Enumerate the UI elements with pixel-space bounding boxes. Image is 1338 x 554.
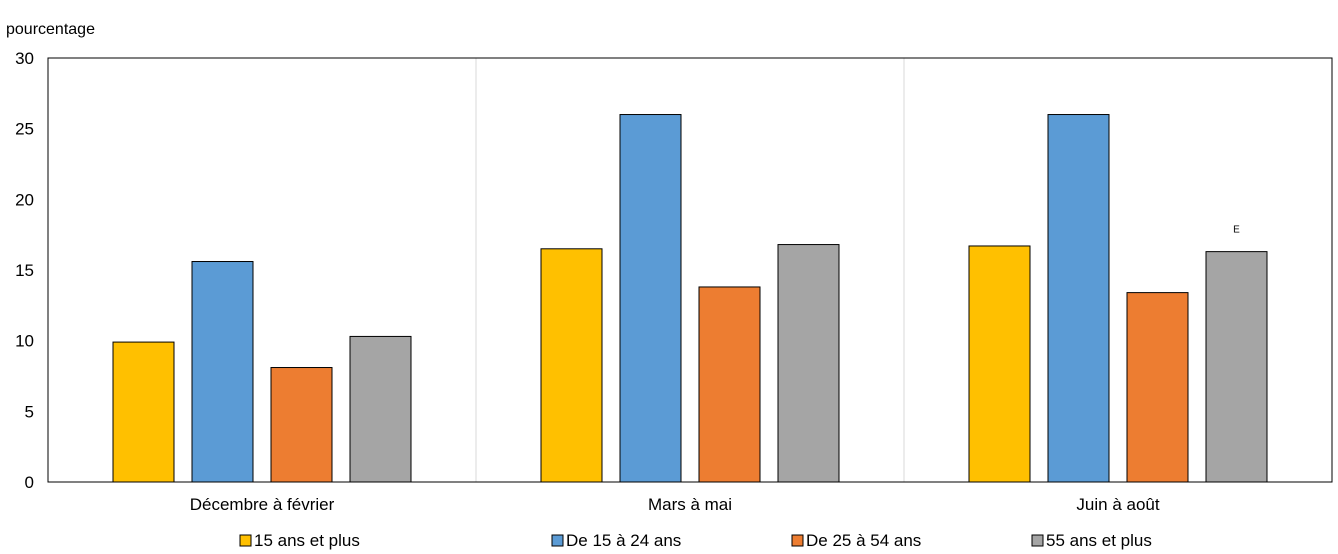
legend-swatch <box>791 534 804 547</box>
bar <box>1126 292 1189 483</box>
y-axis-label: pourcentage <box>6 21 95 38</box>
bar <box>619 114 682 483</box>
legend-swatch <box>1031 534 1044 547</box>
bar <box>191 261 254 483</box>
y-tick-label: 20 <box>15 190 34 209</box>
legend-label: De 25 à 54 ans <box>806 531 921 550</box>
legend-label: 15 ans et plus <box>254 531 360 550</box>
y-tick-label: 5 <box>25 402 34 421</box>
x-tick-label: Décembre à février <box>190 495 335 514</box>
legend-swatch <box>551 534 564 547</box>
bar <box>270 367 333 483</box>
x-tick-label: Juin à août <box>1076 495 1159 514</box>
y-tick-label: 15 <box>15 261 34 280</box>
bars <box>112 114 1268 483</box>
bar <box>349 335 412 483</box>
bar <box>968 245 1031 483</box>
y-tick-label: 30 <box>15 49 34 68</box>
legend: 15 ans et plus De 15 à 24 ans De 25 à 54 a… <box>239 531 1152 550</box>
bar <box>777 244 840 483</box>
bar <box>698 286 761 483</box>
x-tick-label: Mars à mai <box>648 495 732 514</box>
y-tick-label: 25 <box>15 120 34 139</box>
bar-annotation: E <box>1233 225 1240 236</box>
gridlines <box>475 58 905 482</box>
bar <box>540 248 603 483</box>
legend-label: De 15 à 24 ans <box>566 531 681 550</box>
bar <box>1205 251 1268 483</box>
y-axis: 0 5 10 15 20 25 30 <box>15 49 34 492</box>
x-axis: Décembre à février Mars à mai Juin à août <box>190 495 1160 514</box>
bar <box>112 341 175 483</box>
legend-swatch <box>239 534 252 547</box>
y-tick-label: 0 <box>25 473 34 492</box>
y-tick-label: 10 <box>15 332 34 351</box>
plot-frame <box>47 57 1333 483</box>
annotations: E <box>1233 225 1240 236</box>
bar <box>1047 114 1110 483</box>
legend-label: 55 ans et plus <box>1046 531 1152 550</box>
